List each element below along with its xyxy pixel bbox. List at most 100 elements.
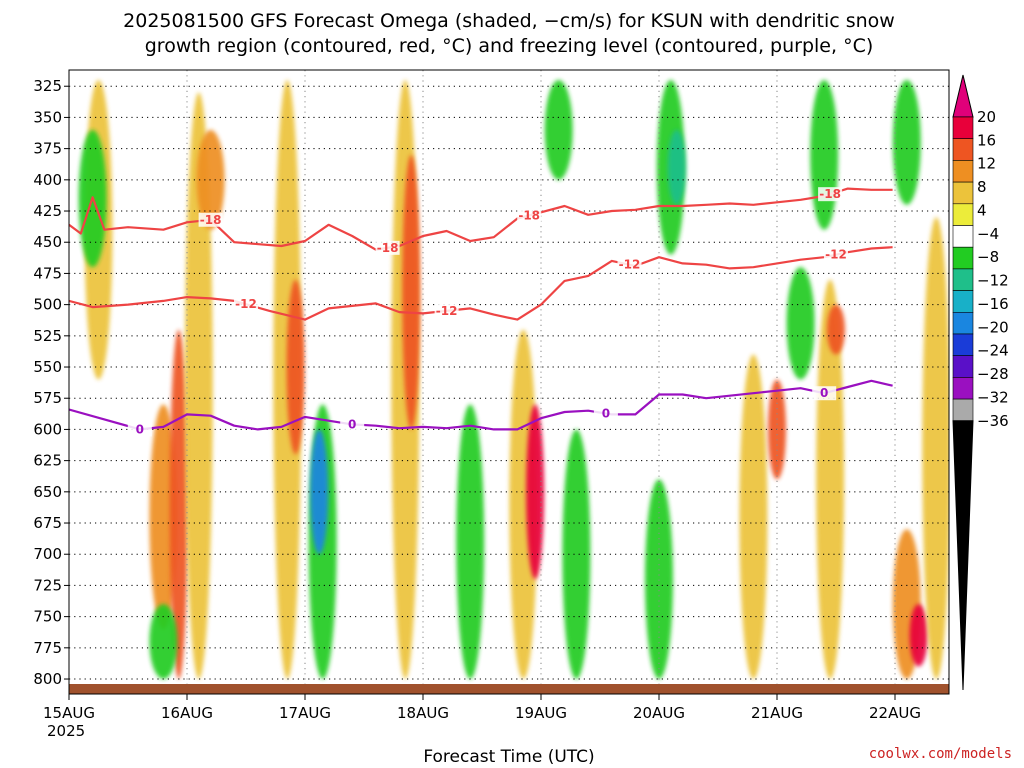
colorbar-swatch xyxy=(952,246,974,270)
surface-band xyxy=(69,684,949,694)
chart-title-line2: growth region (contoured, red, °C) and f… xyxy=(145,35,874,57)
omega-region-8 xyxy=(286,279,305,455)
colorbar-label: 4 xyxy=(977,201,987,219)
y-tick-label: 550 xyxy=(33,358,62,376)
omega-region-13 xyxy=(456,404,485,680)
omega-region-4 xyxy=(184,92,213,680)
y-tick-label: 475 xyxy=(33,264,62,282)
x-axis-title: Forecast Time (UTC) xyxy=(423,747,594,767)
contour-label: -18 xyxy=(200,213,222,227)
omega-region-17 xyxy=(544,79,573,180)
x-axis-time: 15AUG 16AUG 17AUG 18AUG 19AUG 20AUG 21AUG 22AUG xyxy=(43,694,921,722)
contour-label-bg xyxy=(127,422,152,437)
omega-region-20 xyxy=(645,479,673,680)
contour-line-0 xyxy=(69,187,893,251)
colorbar-label: −28 xyxy=(977,365,1009,383)
contour-label: 0 xyxy=(136,422,144,436)
contour-label-bg xyxy=(812,386,837,401)
y-tick-label: 375 xyxy=(33,140,62,158)
colorbar-label: 12 xyxy=(977,155,996,173)
colorbar-label: 16 xyxy=(977,131,996,149)
x-axis-year: 2025 xyxy=(47,722,85,740)
temperature-contours: -18 -18 -18 -18 -12 -12 -12 -12 0 0 0 0 xyxy=(69,187,893,437)
x-tick-label: 20AUG xyxy=(633,704,685,722)
plot-frame xyxy=(68,69,950,695)
colorbar-swatch xyxy=(952,311,974,335)
y-tick-label: 725 xyxy=(33,576,62,594)
y-tick-label: 525 xyxy=(33,327,62,345)
colorbar-label: −24 xyxy=(977,342,1009,360)
x-tick-label: 17AUG xyxy=(279,704,331,722)
chart-title-line1: 2025081500 GFS Forecast Omega (shaded, −… xyxy=(123,10,895,32)
contour-label-bg xyxy=(517,208,542,223)
y-tick-label: 500 xyxy=(33,296,62,314)
omega-region-30 xyxy=(922,217,949,679)
contour-label: -18 xyxy=(819,187,841,201)
omega-region-6 xyxy=(149,604,178,680)
x-tick-label: 21AUG xyxy=(751,704,803,722)
y-tick-label: 425 xyxy=(33,202,62,220)
contour-label-bg xyxy=(340,417,365,432)
omega-region-25 xyxy=(816,279,845,680)
colorbar-label: 20 xyxy=(977,108,996,126)
contour-label: -18 xyxy=(518,208,540,222)
colorbar-swatch xyxy=(952,268,974,291)
omega-region-12 xyxy=(402,154,421,430)
colorbar-swatch xyxy=(952,377,974,400)
y-tick-label: 400 xyxy=(33,171,62,189)
colorbar: 20 16 12 8 4 −4 −8 −12 −16 −20 −24 −28 −32 −36 xyxy=(952,74,1009,691)
colorbar-label: −12 xyxy=(977,272,1009,290)
x-tick-label: 16AUG xyxy=(161,704,213,722)
omega-region-16 xyxy=(562,429,591,680)
contour-line-2 xyxy=(69,379,893,431)
contour-label-bg xyxy=(375,240,400,255)
y-tick-label: 575 xyxy=(33,389,62,407)
colorbar-label: −32 xyxy=(977,388,1009,406)
omega-region-15 xyxy=(526,404,545,580)
colorbar-label: −16 xyxy=(977,295,1009,313)
x-tick-label: 15AUG xyxy=(43,704,95,722)
contour-label: -12 xyxy=(436,304,458,318)
y-tick-label: 625 xyxy=(33,452,62,470)
contour-label: 0 xyxy=(348,417,356,431)
contour-label-bg xyxy=(593,406,618,421)
y-tick-label: 775 xyxy=(33,639,62,657)
contour-label-bg xyxy=(234,297,258,312)
contour-label: -18 xyxy=(377,241,399,255)
y-tick-label: 450 xyxy=(33,233,62,251)
y-tick-label: 675 xyxy=(33,514,62,532)
contour-label-bg xyxy=(824,247,848,262)
credit-text: coolwx.com/models xyxy=(869,746,1012,762)
omega-region-5 xyxy=(196,129,225,230)
y-axis-pressure: 325 350 375 400 425 450 475 500 525 550 575 600 625 6… xyxy=(33,77,69,688)
colorbar-swatch xyxy=(952,138,974,161)
grid-lines xyxy=(69,70,949,694)
contour-line-1 xyxy=(69,246,893,321)
colorbar-label: −4 xyxy=(977,225,999,243)
colorbar-swatch xyxy=(952,333,974,357)
contour-label: -12 xyxy=(235,297,257,311)
contour-label-bg xyxy=(434,303,459,318)
omega-region-24 xyxy=(810,79,839,230)
y-tick-label: 750 xyxy=(33,608,62,626)
y-tick-label: 325 xyxy=(33,77,62,95)
y-tick-label: 600 xyxy=(33,420,62,438)
x-tick-label: 22AUG xyxy=(869,704,921,722)
x-tick-label: 18AUG xyxy=(397,704,449,722)
colorbar-swatch xyxy=(952,116,974,140)
y-tick-label: 650 xyxy=(33,483,62,501)
contour-label: -12 xyxy=(825,248,847,262)
colorbar-label: −20 xyxy=(977,318,1009,336)
omega-region-26 xyxy=(827,304,845,355)
omega-region-28 xyxy=(909,604,928,667)
colorbar-swatch xyxy=(952,181,974,205)
contour-label-bg xyxy=(198,212,223,227)
y-tick-label: 800 xyxy=(33,670,62,688)
colorbar-swatch xyxy=(952,398,974,422)
colorbar-swatch xyxy=(952,225,974,248)
contour-label: 0 xyxy=(602,407,610,421)
colorbar-label: 8 xyxy=(977,178,987,196)
colorbar-swatch xyxy=(952,355,974,378)
contour-label: -12 xyxy=(619,258,641,272)
colorbar-swatch xyxy=(952,203,974,226)
